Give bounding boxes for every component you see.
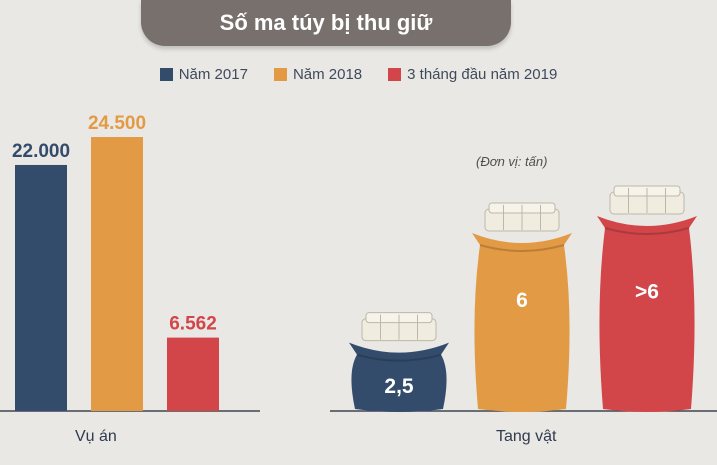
legend-swatch-2019: [388, 68, 402, 81]
bar-cases-0: [15, 164, 67, 411]
bar-value-label-2: 6.562: [169, 314, 217, 335]
legend: Năm 2017 Năm 2018 3 tháng đầu năm 2019: [0, 66, 717, 83]
sack-body-1: [472, 233, 572, 412]
legend-swatch-2018: [273, 68, 287, 81]
chart-title: Số ma túy bị thu giữ: [141, 0, 511, 46]
sack-neck-0: [356, 353, 442, 362]
legend-label-2018: Năm 2018: [292, 66, 363, 83]
sack-2: >6: [597, 185, 697, 412]
bar-cases-1: [91, 137, 143, 411]
sack-body-2: [597, 216, 697, 412]
legend-item-2019: 3 tháng đầu năm 2019: [388, 66, 557, 83]
sack-0: 2,5: [349, 312, 449, 412]
bar-value-label-0: 22.000: [12, 141, 70, 162]
legend-item-2018: Năm 2018: [273, 66, 363, 83]
legend-swatch-2017: [159, 68, 173, 81]
sack-value-label-2: >6: [635, 281, 659, 304]
unit-note: (Đơn vị: tấn): [476, 154, 548, 169]
legend-label-2017: Năm 2017: [178, 66, 248, 83]
sack-body-0: [349, 342, 449, 412]
sack-neck-1: [479, 244, 565, 252]
sack-value-label-0: 2,5: [384, 375, 414, 398]
x-axis-label-seized: Tang vật: [496, 428, 557, 445]
sack-neck-2: [604, 227, 690, 235]
legend-item-2017: Năm 2017: [159, 66, 248, 83]
sack-1: 6: [472, 202, 572, 412]
bar-cases-2: [167, 337, 219, 411]
bar-value-label-1: 24.500: [88, 113, 146, 134]
legend-label-2019: 3 tháng đầu năm 2019: [407, 66, 558, 83]
x-axis-label-cases: Vụ án: [75, 428, 117, 445]
sack-value-label-1: 6: [516, 289, 528, 312]
